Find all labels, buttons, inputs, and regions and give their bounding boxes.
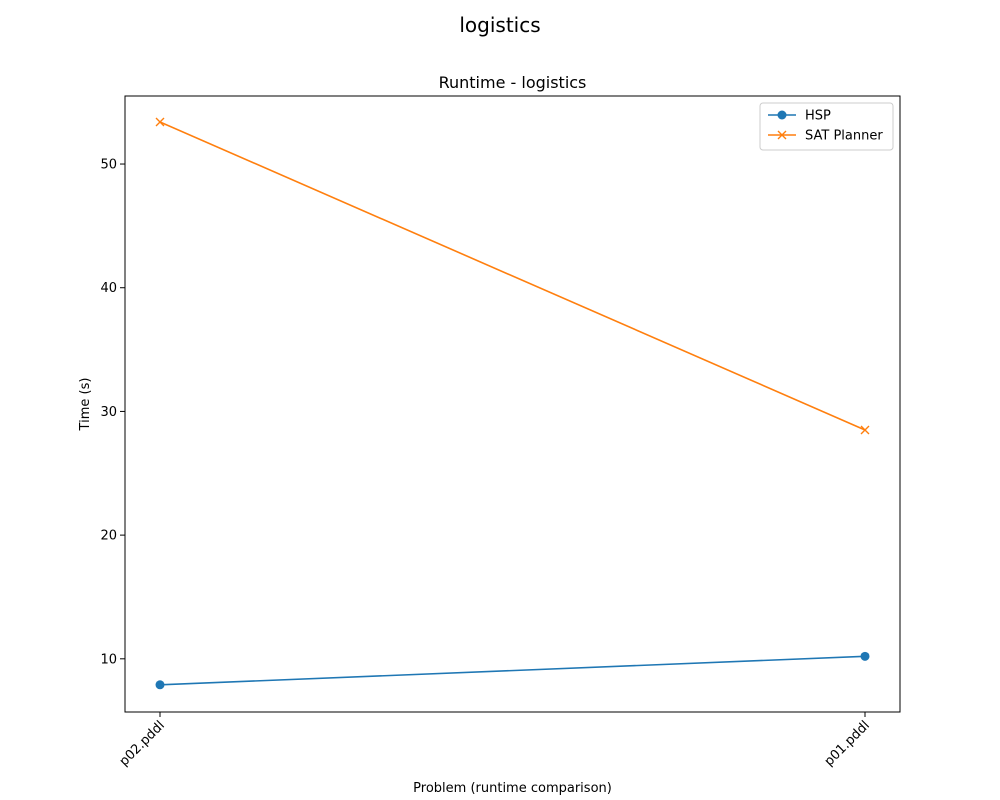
data-point (155, 680, 165, 690)
y-tick-label: 30 (100, 405, 117, 420)
data-point (155, 117, 165, 127)
x-axis-label: Problem (runtime comparison) (413, 781, 612, 796)
y-tick-label: 50 (100, 158, 117, 173)
data-point (860, 651, 870, 661)
plot-area (124, 95, 901, 713)
legend-marker (777, 130, 787, 140)
y-tick-label: 10 (100, 652, 117, 667)
legend-label: SAT Planner (805, 129, 883, 144)
y-axis: 10 20 30 40 50 (100, 158, 125, 667)
data-point (860, 425, 870, 435)
figure-title: logistics (459, 13, 540, 37)
y-tick-label: 20 (100, 529, 117, 544)
y-axis-label: Time (s) (78, 378, 93, 432)
x-axis: p02.pddl p01.pddl (117, 712, 873, 769)
series-line (159, 121, 866, 431)
x-tick-label: p02.pddl (117, 718, 168, 769)
legend-marker (777, 110, 787, 120)
series-layer (155, 117, 870, 690)
y-tick-label: 40 (100, 281, 117, 296)
series-line (159, 655, 866, 686)
legend-label: HSP (805, 109, 831, 124)
x-tick-label: p01.pddl (822, 718, 873, 769)
legend: HSP SAT Planner (759, 102, 894, 151)
chart-title: Runtime - logistics (439, 73, 587, 92)
